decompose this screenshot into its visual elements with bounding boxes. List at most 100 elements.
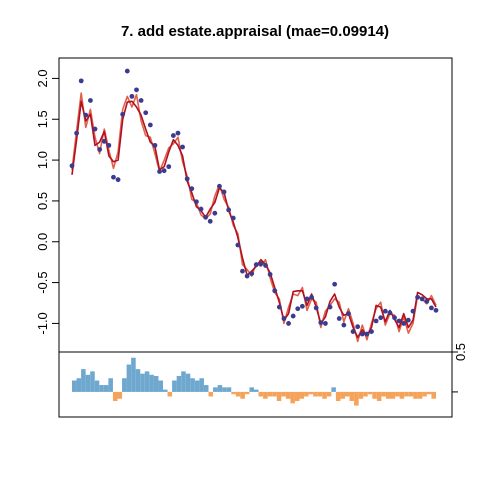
y-tick-label: 1.0: [35, 151, 50, 169]
residual-bar: [226, 387, 232, 392]
observed-point: [318, 320, 324, 325]
observed-point: [166, 164, 172, 170]
residual-bar: [340, 391, 345, 399]
observed-point: [355, 324, 361, 330]
observed-point: [323, 321, 328, 326]
residual-bar: [185, 373, 191, 392]
observed-point: [281, 316, 287, 321]
residual-bar: [395, 391, 400, 397]
observed-point: [111, 174, 116, 180]
residual-bar: [144, 371, 150, 392]
observed-point: [433, 307, 439, 313]
residual-bar: [399, 391, 405, 399]
y-tick-label: 1.5: [35, 110, 50, 128]
residual-bar: [190, 378, 195, 392]
residual-bar: [313, 391, 318, 397]
residual-y-tick-label: 0.5: [453, 343, 468, 361]
observed-point: [373, 318, 379, 324]
observed-point: [88, 98, 93, 103]
residual-y-axis: 0.5: [452, 343, 468, 393]
observed-point: [258, 261, 264, 267]
residual-bar: [90, 371, 95, 392]
residual-bar: [276, 391, 282, 402]
observed-point: [157, 169, 162, 174]
residual-bar: [213, 387, 218, 392]
residual-bar: [358, 391, 364, 399]
observed-point: [309, 294, 314, 300]
observed-point: [369, 329, 374, 334]
observed-point: [152, 142, 158, 148]
observed-point: [83, 112, 89, 118]
y-tick-label: -0.5: [35, 271, 50, 293]
residual-bar: [326, 391, 332, 397]
residual-bar: [335, 391, 341, 402]
observed-point: [341, 322, 347, 328]
observed-point: [217, 183, 222, 189]
observed-point: [387, 310, 393, 316]
observed-point: [207, 218, 213, 224]
observed-point: [97, 147, 103, 152]
y-tick-label: -1.0: [35, 312, 50, 334]
observed-point: [244, 273, 250, 279]
residual-bar: [126, 364, 132, 392]
observed-point: [69, 163, 75, 169]
residual-bar: [322, 391, 327, 399]
residual-bar: [331, 387, 336, 392]
observed-point: [401, 321, 407, 326]
residual-bar: [308, 391, 314, 395]
residual-bar: [367, 391, 373, 395]
observed-point: [203, 214, 209, 220]
residual-bar: [349, 391, 355, 402]
residual-bar: [345, 391, 350, 397]
residual-bar: [217, 385, 223, 392]
observed-point: [134, 87, 139, 93]
residual-bar: [172, 380, 177, 392]
observed-point: [286, 321, 291, 326]
y-tick-label: 2.0: [35, 69, 50, 87]
residual-bar: [254, 389, 259, 392]
residual-bar: [299, 391, 305, 399]
residual-bar: [94, 380, 100, 392]
residual-bar: [235, 391, 241, 397]
observed-point: [198, 206, 204, 212]
observed-point: [235, 242, 241, 248]
observed-point: [175, 130, 181, 136]
observed-point: [359, 331, 365, 337]
observed-point: [101, 138, 107, 144]
residual-bar: [199, 378, 204, 392]
observed-point: [364, 331, 370, 337]
residual-bar: [153, 375, 159, 392]
observed-point: [189, 186, 195, 192]
residual-bar: [281, 391, 286, 397]
observed-points: [69, 68, 439, 337]
y-tick-label: 0.5: [35, 192, 50, 210]
residual-bar: [85, 374, 91, 392]
residual-bar: [103, 385, 109, 392]
observed-point: [249, 271, 255, 276]
residual-bar: [112, 391, 118, 402]
residual-bar: [240, 391, 245, 399]
observed-point: [350, 329, 356, 334]
residual-bar: [417, 391, 423, 399]
observed-point: [230, 215, 236, 221]
residual-bar: [285, 391, 291, 399]
residual-bar: [408, 391, 414, 397]
residual-bar: [431, 391, 436, 399]
residual-bar: [304, 391, 309, 397]
observed-point: [106, 142, 112, 148]
residual-bar: [426, 391, 432, 395]
residual-bar: [181, 371, 186, 392]
residual-bar: [354, 391, 359, 406]
residual-bar: [131, 357, 136, 392]
residual-bar: [158, 380, 163, 392]
observed-point: [313, 305, 319, 311]
observed-point: [378, 315, 384, 321]
chart-title: 7. add estate.appraisal (mae=0.09914): [121, 23, 389, 40]
residual-bar: [294, 391, 300, 402]
residual-bar: [317, 391, 323, 397]
observed-point: [332, 281, 338, 287]
observed-point: [424, 298, 430, 304]
residual-bar: [363, 391, 368, 397]
observed-point: [124, 68, 130, 74]
residual-bar: [290, 391, 295, 404]
